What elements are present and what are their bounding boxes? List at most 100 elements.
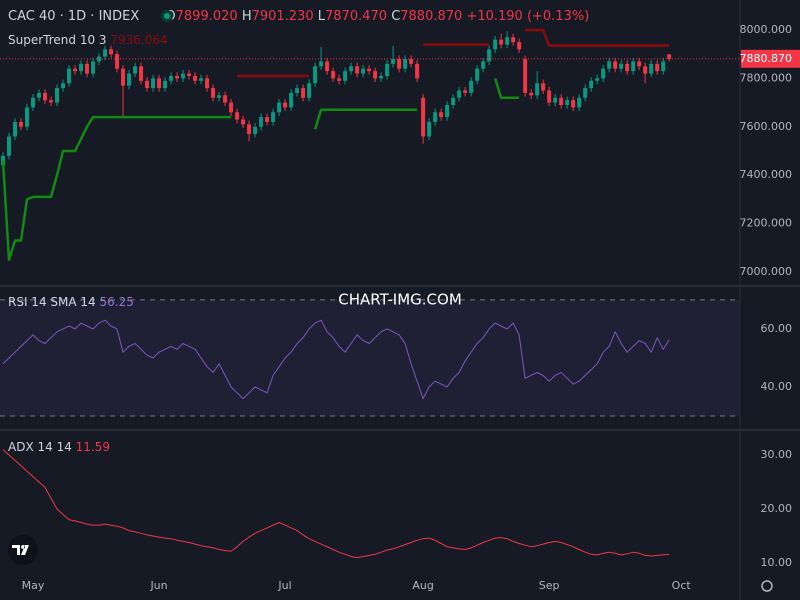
candle-body (349, 66, 354, 72)
candle-body (181, 73, 186, 79)
candle-body (169, 75, 174, 81)
y-tick-label: 7400.000 (740, 168, 793, 181)
candle-body (367, 68, 372, 72)
candle-body (283, 102, 288, 108)
candle-body (337, 78, 342, 81)
candle-body (637, 61, 642, 67)
candle-body (499, 39, 504, 45)
candle-body (295, 88, 300, 93)
y-tick-label: 7600.000 (740, 120, 793, 133)
candle-body (493, 39, 498, 50)
logo (8, 535, 38, 565)
candle-body (19, 121, 24, 127)
candle-body (25, 107, 30, 127)
change: +10.190 (+0.13%) (466, 9, 589, 24)
candle-body (649, 63, 654, 74)
candle-body (415, 63, 420, 79)
candle-body (571, 100, 576, 108)
candle-body (127, 73, 132, 86)
candle-body (67, 68, 72, 84)
candle-body (553, 97, 558, 103)
candle-body (505, 37, 510, 45)
candle-body (259, 117, 264, 127)
candle-body (667, 54, 672, 59)
candle-body (145, 80, 150, 89)
candle-body (601, 68, 606, 79)
candle-body (607, 61, 612, 69)
candle-body (577, 97, 582, 108)
h-value: 7901.230 (252, 9, 314, 24)
candle-body (403, 59, 408, 69)
candle-body (439, 112, 444, 118)
x-tick-label: Aug (412, 579, 433, 592)
candle-body (529, 92, 534, 96)
candle-body (157, 78, 162, 89)
candle-body (379, 75, 384, 79)
candle-body (103, 49, 108, 57)
indicator-line (2, 319, 670, 400)
candle-body (193, 75, 198, 81)
candle-body (307, 83, 312, 98)
rsi-legend: RSI 14 SMA 14 56.25 (8, 295, 134, 309)
candle-body (187, 73, 192, 76)
candle-body (133, 66, 138, 74)
candle-body (91, 61, 96, 74)
c-value: 7880.870 (400, 9, 462, 24)
candle-body (373, 71, 378, 79)
candle-body (589, 80, 594, 89)
candle-body (331, 71, 336, 79)
plot (0, 28, 740, 559)
candle-body (457, 90, 462, 98)
candle-body (175, 75, 180, 79)
candle-body (163, 80, 168, 89)
candle-body (547, 90, 552, 103)
candle-body (289, 92, 294, 108)
o-value: 7899.020 (176, 9, 238, 24)
candle-body (343, 71, 348, 81)
adx-name: ADX 14 14 (8, 440, 72, 454)
candle-body (397, 59, 402, 69)
x-tick-label: Jun (149, 579, 167, 592)
candle-body (559, 97, 564, 105)
main-legend: CAC 40 · 1D · INDEX O7899.020 H7901.230 … (8, 9, 589, 24)
candle-body (313, 66, 318, 84)
supertrend-down (237, 28, 670, 78)
candle-body (139, 66, 144, 81)
candle-body (613, 61, 618, 69)
adx-value: 11.59 (76, 440, 110, 454)
candle-body (463, 90, 468, 93)
axes: May Jun Jul Aug Sep Oct 7000.000 7200.000 7400.0… (22, 23, 800, 592)
settings-icon[interactable] (761, 580, 773, 592)
candle-body (427, 121, 432, 137)
candle-body (85, 63, 90, 74)
candle-body (301, 88, 306, 98)
logo-mark (12, 545, 29, 555)
x-tick-label: Oct (672, 579, 692, 592)
candle-body (619, 63, 624, 69)
adx-legend: ADX 14 14 11.59 (8, 440, 110, 454)
last-price-badge (741, 49, 800, 68)
candle-body (79, 63, 84, 72)
y-tick-label: 7000.000 (740, 265, 793, 278)
candle-body (235, 112, 240, 120)
watermark: CHART-IMG.COM (338, 291, 462, 309)
rsi-name: RSI 14 SMA 14 (8, 295, 96, 309)
supertrend-up (1, 78, 520, 262)
candle-body (271, 112, 276, 122)
y-tick-label: 7200.000 (740, 217, 793, 230)
candle-body (265, 117, 270, 122)
candle-body (487, 49, 492, 62)
candle-body (37, 92, 42, 98)
candle-body (391, 59, 396, 64)
candle-body (595, 78, 600, 81)
candle-body (433, 112, 438, 122)
x-tick-label: Sep (539, 579, 560, 592)
supertrend-value: 7936.064 (110, 33, 167, 47)
candle-body (223, 95, 228, 103)
candle-body (13, 121, 18, 137)
candle-body (643, 66, 648, 74)
candle-body (445, 105, 450, 118)
y-tick-label: 10.00 (761, 556, 793, 569)
candle-body (325, 61, 330, 72)
